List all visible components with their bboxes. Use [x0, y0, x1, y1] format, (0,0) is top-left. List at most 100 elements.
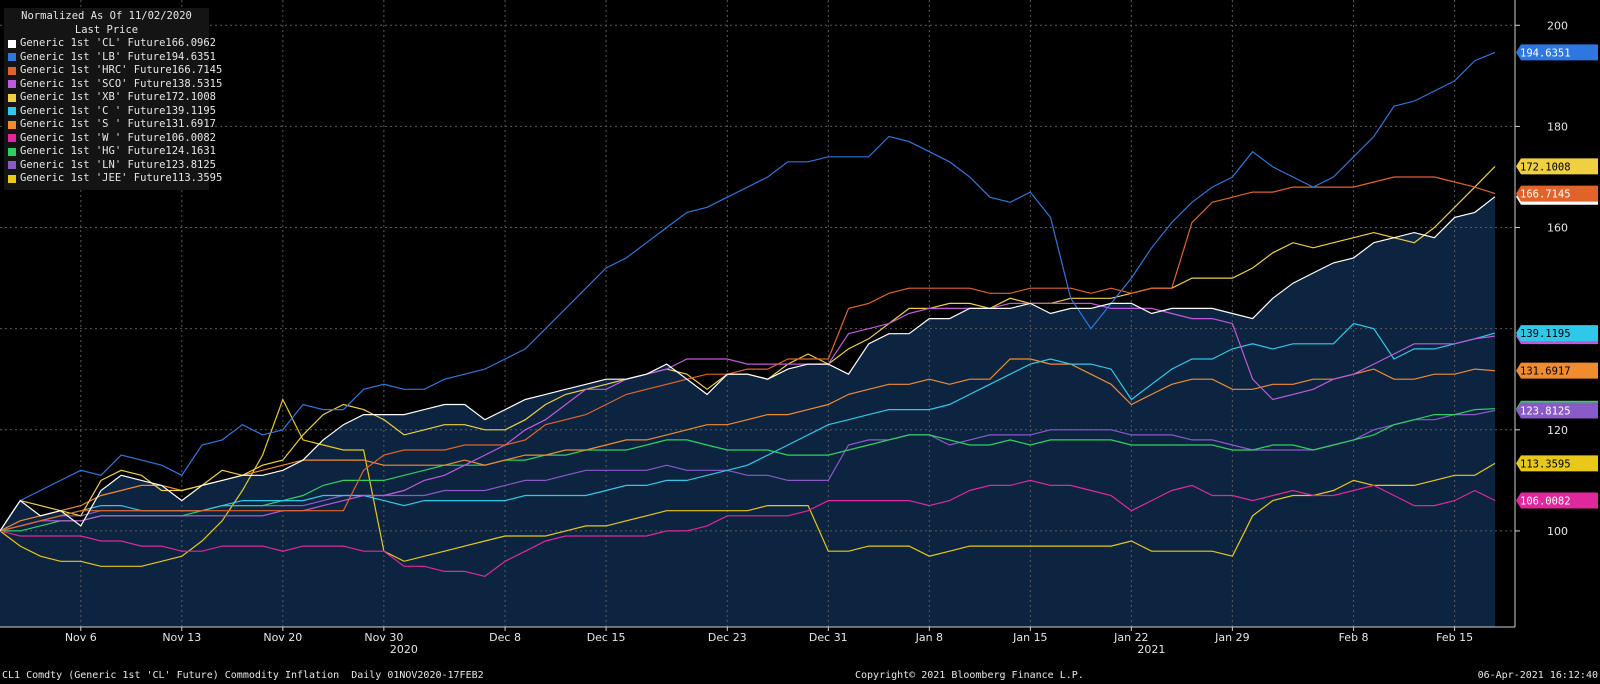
legend-swatch [8, 134, 16, 143]
legend-item: Generic 1st 'HG' Future 124.1631 [8, 145, 216, 159]
last-value-tag-label: 106.0082 [1520, 496, 1571, 508]
last-value-tag: 131.6917 [1516, 362, 1598, 379]
legend-swatch [8, 120, 16, 129]
x-tick-label: Nov 6 [65, 631, 97, 644]
series-line [0, 176, 1496, 532]
x-tick-label: Nov 20 [263, 631, 302, 644]
legend-series-value: 194.6351 [165, 50, 216, 63]
last-value-tag-box [1516, 492, 1598, 509]
legend-swatch [8, 107, 16, 116]
series-line [0, 479, 1496, 578]
last-value-tag-box [1516, 402, 1598, 419]
legend-series-value: 123.8125 [165, 158, 216, 171]
legend-series-value: 139.1195 [165, 104, 216, 117]
legend-series-name: Generic 1st 'SCO' Future [20, 77, 172, 90]
series-line [0, 408, 1496, 532]
x-axis-band [0, 628, 1600, 670]
legend-swatch [8, 39, 16, 48]
legend-swatch [8, 161, 16, 170]
legend-item: Generic 1st 'CL' Future 166.0962 [8, 37, 216, 51]
legend-series-name: Generic 1st 'CL' Future [20, 37, 166, 49]
legend-item: Generic 1st 'SCO' Future 138.5315 [8, 77, 222, 92]
legend-series-name: Generic 1st 'LB' Future [20, 50, 166, 63]
last-value-tag-box [1516, 455, 1598, 472]
footer-security-info: CL1 Comdty (Generic 1st 'CL' Future) Com… [2, 670, 484, 681]
legend-item: Generic 1st 'XB' Future 172.1008 [8, 91, 216, 105]
x-tick-label: Jan 22 [1113, 631, 1148, 644]
last-value-tag-box [1516, 158, 1598, 175]
series-line [0, 302, 1496, 532]
last-value-tag: 194.6351 [1516, 44, 1598, 61]
legend-series-name: Generic 1st 'HRC' Future [20, 64, 172, 76]
legend-series-name: Generic 1st 'HG' Future [20, 145, 166, 157]
last-value-tag: 172.1008 [1516, 158, 1598, 175]
x-tick-label: Jan 29 [1214, 631, 1249, 644]
legend-item: Generic 1st 'W ' Future 106.0082 [8, 131, 216, 146]
last-value-tag-label: 113.3595 [1520, 458, 1571, 470]
last-value-tag-box [1516, 362, 1598, 379]
last-value-tag: 139.1195 [1516, 325, 1598, 342]
legend-swatch [8, 53, 16, 62]
last-value-tag: 166.7145 [1516, 185, 1598, 202]
x-tick-label: Nov 13 [162, 631, 201, 644]
legend-item: Generic 1st 'S ' Future 131.6917 [8, 118, 216, 132]
x-tick-label: Feb 8 [1339, 631, 1369, 644]
footer-copyright: Copyright© 2021 Bloomberg Finance L.P. [855, 670, 1084, 681]
last-value-tag: 123.8125 [1516, 402, 1598, 419]
x-tick-label: Nov 30 [364, 631, 403, 644]
legend-subtitle: Last Price [74, 23, 139, 36]
footer-bar: CL1 Comdty (Generic 1st 'CL' Future) Com… [0, 670, 1600, 684]
x-tick-label: Dec 31 [809, 631, 848, 644]
y-tick-label: 160 [1547, 222, 1568, 235]
legend-rows: Generic 1st 'CL' Future 166.0962 Generic 1… [8, 37, 222, 186]
series-lines [0, 51, 1496, 578]
y-tick-label: 200 [1547, 19, 1568, 32]
x-tick-label: Jan 15 [1012, 631, 1047, 644]
x-tick-label: Dec 8 [489, 631, 521, 644]
last-value-tag-label: 139.1195 [1520, 328, 1571, 340]
last-value-tag: 113.3595 [1516, 455, 1598, 472]
x-tick-label: Dec 15 [587, 631, 626, 644]
legend-item: Generic 1st 'LN' Future 123.8125 [8, 159, 216, 173]
legend-series-name: Generic 1st 'W ' Future [20, 131, 166, 144]
series-line [0, 322, 1496, 532]
last-value-tag-box [1516, 44, 1598, 61]
legend-series-value: 166.7145 [171, 64, 223, 76]
series-line [0, 196, 1496, 532]
legend-series-value: 124.1631 [165, 145, 216, 157]
series-line [0, 397, 1496, 567]
last-value-tags: 166.0962194.6351166.7145138.5315172.1008… [1516, 44, 1598, 509]
last-value-tag-box [1516, 325, 1598, 342]
legend-series-value: 138.5315 [171, 77, 223, 90]
legend-item: Generic 1st 'LB' Future 194.6351 [8, 50, 216, 65]
legend-box: Normalized As Of 11/02/2020 Last Price G… [4, 8, 222, 190]
series-line [0, 358, 1496, 532]
series-area-fill [0, 196, 1495, 627]
last-value-tag-box [1516, 185, 1598, 202]
area-fill-layer [0, 196, 1495, 627]
last-value-tag-label: 131.6917 [1520, 366, 1571, 378]
footer-timestamp: 06-Apr-2021 16:12:40 [1477, 670, 1598, 681]
x-tick-label: Feb 15 [1436, 631, 1473, 644]
last-value-tag-label: 123.8125 [1520, 406, 1571, 418]
x-year-label: 2020 [390, 643, 418, 656]
legend-series-value: 131.6917 [165, 118, 216, 130]
axes: 100 120 160 180 200 Nov 6 Nov 13 Nov 20 Nov 30 De… [0, 0, 1600, 670]
last-value-tag-label: 172.1008 [1520, 161, 1571, 173]
last-value-tag: 106.0082 [1516, 492, 1598, 509]
legend-swatch [8, 174, 16, 183]
legend-item: Generic 1st 'HRC' Future 166.7145 [8, 64, 222, 78]
legend-series-value: 166.0962 [165, 37, 216, 49]
y-tick-label: 180 [1547, 120, 1568, 133]
legend-title: Normalized As Of 11/02/2020 [21, 10, 192, 22]
x-tick-label: Jan 8 [915, 631, 943, 644]
legend-series-name: Generic 1st 'S ' Future [20, 118, 166, 130]
legend-series-value: 113.3595 [171, 172, 223, 184]
legend-swatch [8, 93, 16, 102]
legend-series-name: Generic 1st 'C ' Future [20, 104, 166, 117]
legend-series-value: 172.1008 [165, 91, 216, 103]
x-tick-label: Dec 23 [708, 631, 747, 644]
legend-swatch [8, 80, 16, 89]
y-tick-label: 100 [1547, 525, 1568, 538]
last-value-tag-label: 194.6351 [1520, 47, 1571, 59]
